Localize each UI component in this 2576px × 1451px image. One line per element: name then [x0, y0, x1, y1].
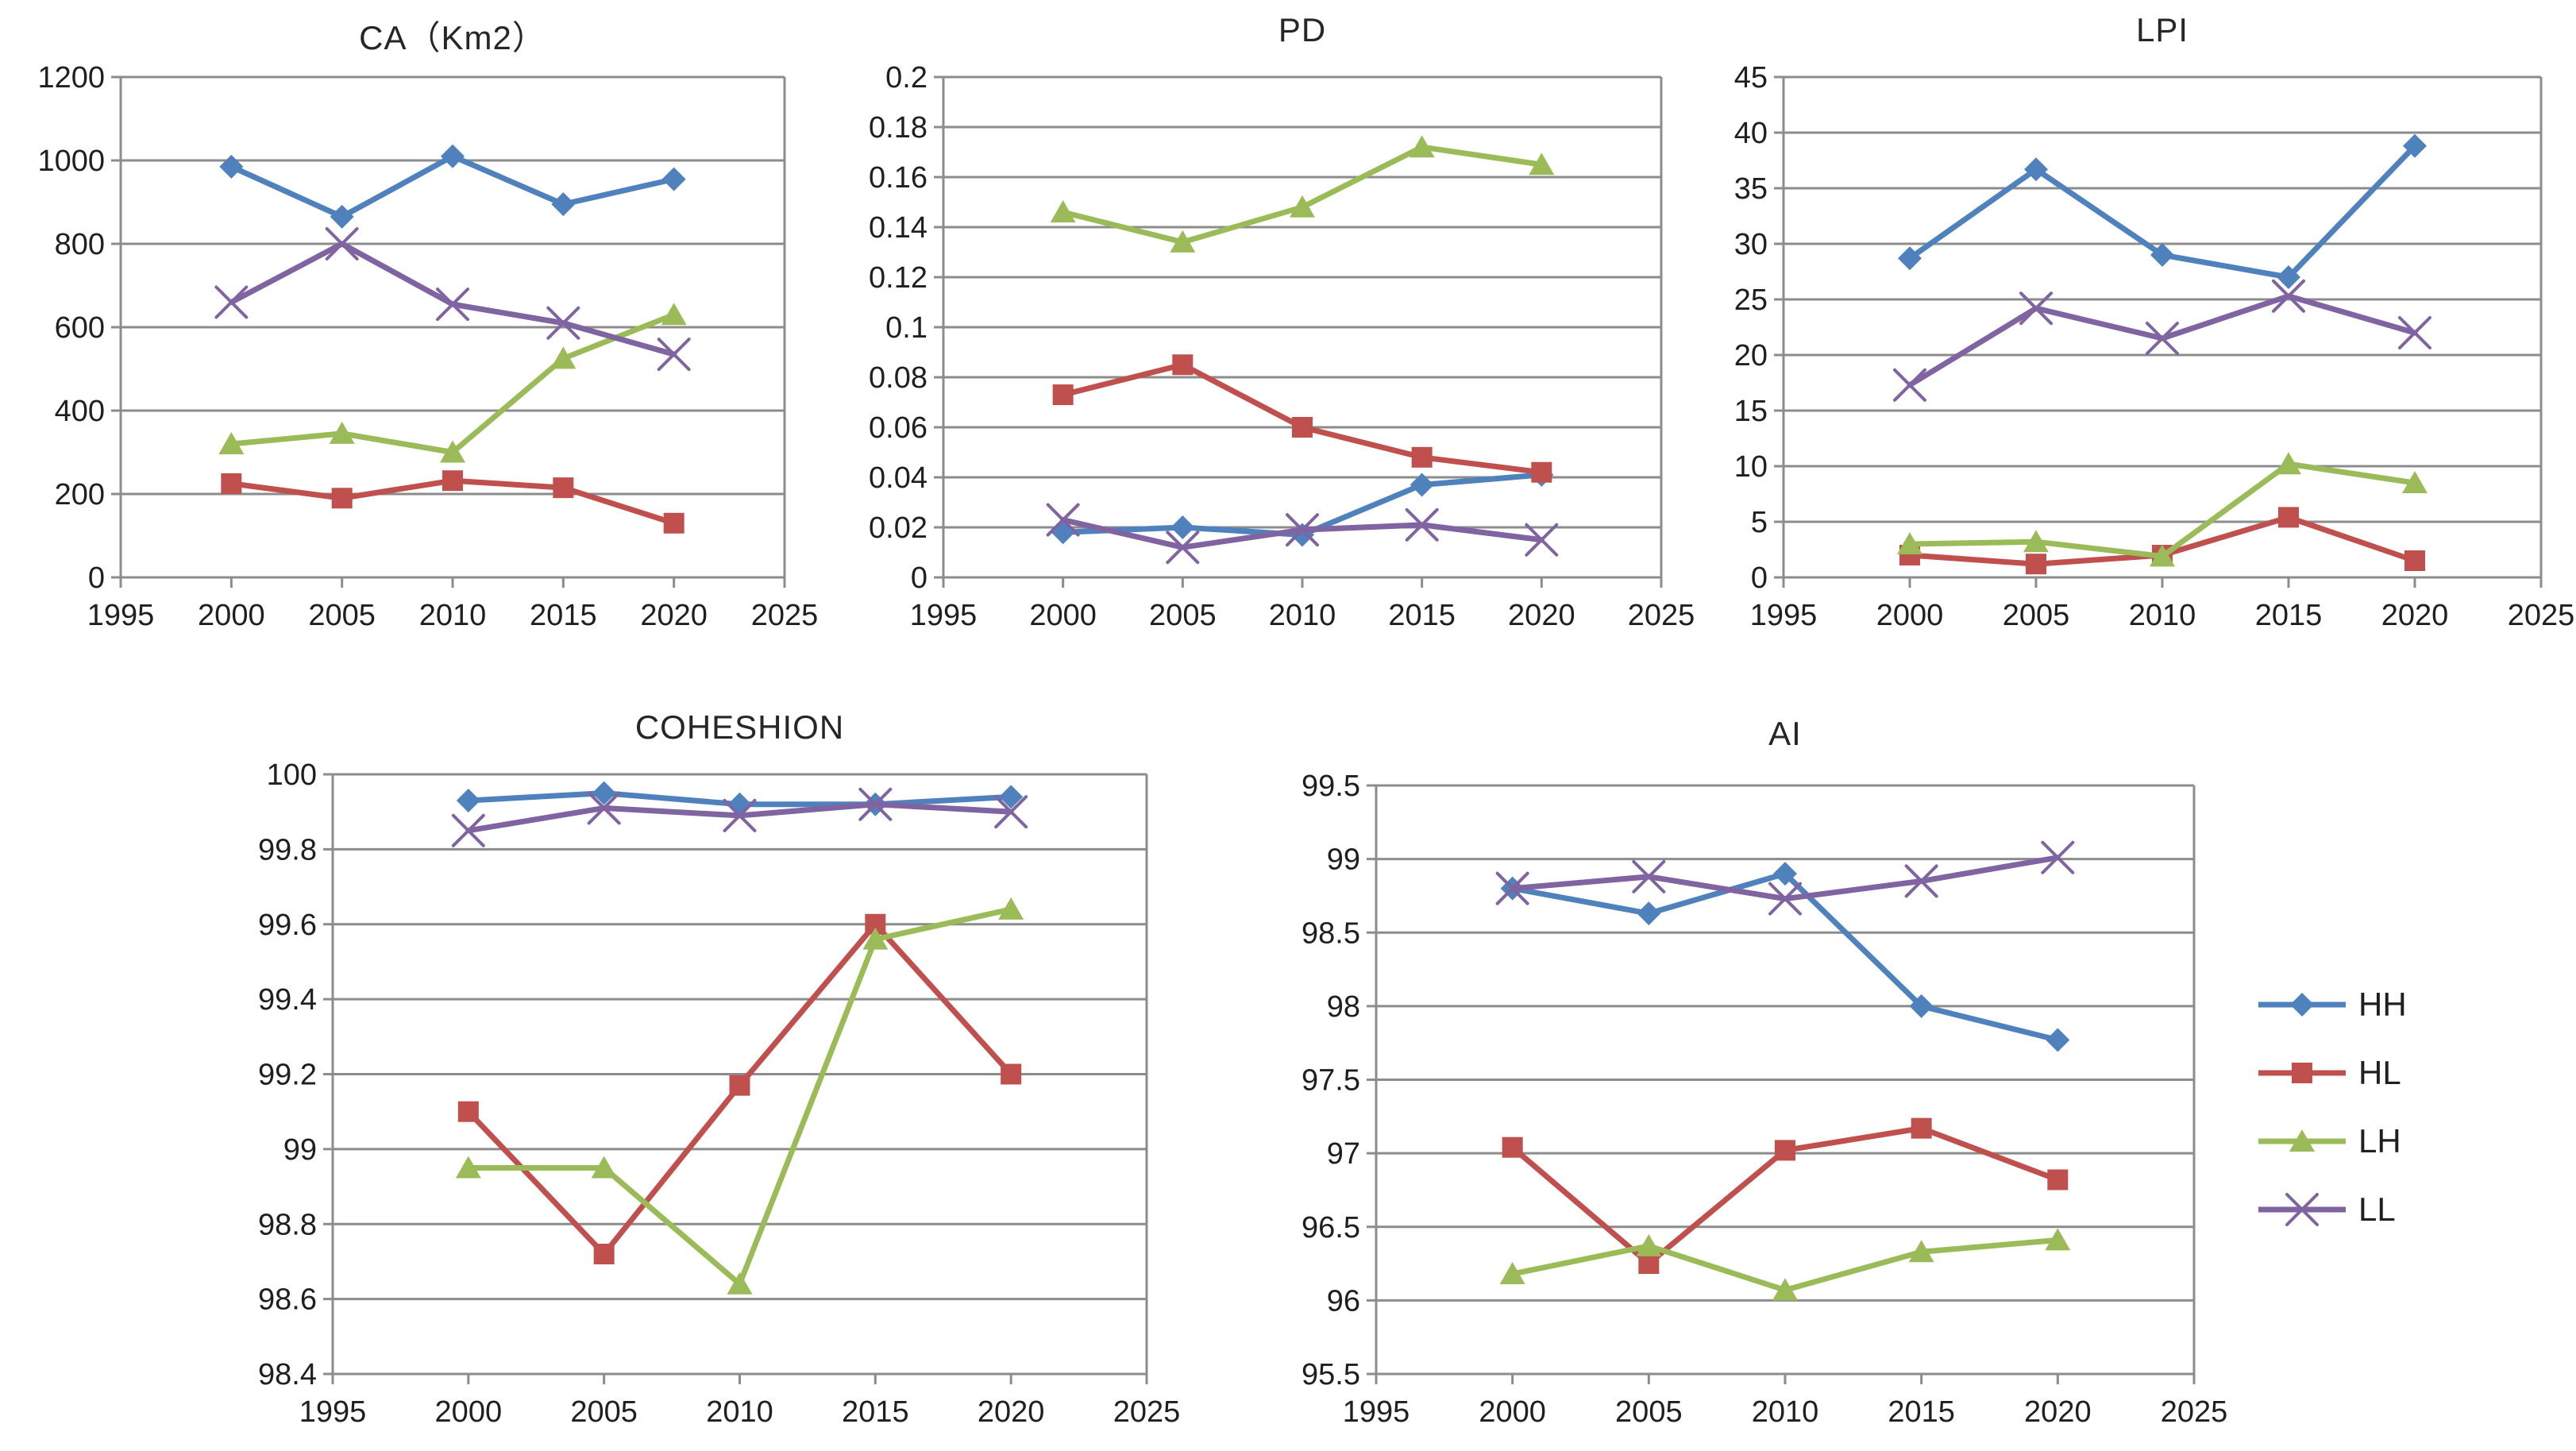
- legend-hh-diamond-icon: [2258, 993, 2346, 1017]
- ai-ytick-label: 98.5: [1301, 917, 1360, 950]
- ai-series-LH-marker: [1772, 1278, 1798, 1301]
- legend-ll-x-icon: [2258, 1193, 2346, 1226]
- ai-series-HL-marker: [1502, 1136, 1523, 1158]
- ai-ytick-label: 97.5: [1301, 1064, 1360, 1098]
- chart-title-ca: CA（Km2）: [359, 19, 546, 56]
- ai-series-LL-marker: [1904, 864, 1938, 898]
- legend-label-hh: HH: [2358, 986, 2407, 1023]
- ai-series-HH-marker: [1773, 862, 1797, 886]
- ai-series-HL-marker: [1775, 1140, 1795, 1161]
- ai-xtick-label: 2015: [1888, 1395, 1955, 1429]
- legend-lh-triangle-icon: [2258, 1129, 2346, 1152]
- ai-xtick-label: 2000: [1479, 1395, 1546, 1429]
- ai-xtick-label: 2025: [2161, 1395, 2228, 1429]
- ai-series-HH-line: [1510, 870, 2061, 1043]
- ai-ytick-label: 95.5: [1301, 1358, 1360, 1391]
- ai-series-LH-marker: [1636, 1233, 1662, 1256]
- ai-xtick-label: 1995: [1343, 1395, 1410, 1429]
- ai-ytick-label: 99: [1327, 843, 1360, 877]
- ai-series-LH-marker: [1908, 1240, 1934, 1263]
- ai-ytick-label: 99.5: [1301, 770, 1360, 803]
- ai-series-LH-marker: [2045, 1228, 2071, 1251]
- legend-marker-glyph-LL: [2285, 1193, 2319, 1226]
- legend: HH HL LH LL: [2257, 985, 2407, 1229]
- ai-ytick-label: 96: [1327, 1284, 1360, 1318]
- ai-xtick-label: 2010: [1752, 1395, 1819, 1429]
- legend-label-ll: LL: [2358, 1191, 2396, 1228]
- legend-hl-square-icon: [2258, 1063, 2346, 1083]
- legend-item-hh: HH: [2257, 985, 2407, 1025]
- legend-marker-glyph-LH: [2289, 1129, 2315, 1152]
- ai-series-HL-line: [1510, 1125, 2061, 1267]
- ai-series-HH-marker: [2046, 1028, 2070, 1052]
- chart-title-lpi: LPI: [2135, 11, 2189, 48]
- ai-series-LH-marker: [1499, 1262, 1525, 1285]
- ai-series-LL-marker: [1768, 882, 1802, 916]
- ai-ytick-label: 97: [1327, 1137, 1360, 1171]
- legend-label-hl: HL: [2358, 1054, 2401, 1091]
- chart-title-pd: PD: [1278, 11, 1327, 48]
- ai-series-LL-line: [1510, 855, 2061, 902]
- legend-label-lh: LH: [2358, 1122, 2401, 1160]
- ai-series-LH-line: [1510, 1237, 2061, 1293]
- ai-ytick-label: 98: [1327, 990, 1360, 1024]
- ai-series-LL-marker: [2041, 840, 2075, 874]
- ai-series-HL-marker: [1638, 1253, 1660, 1275]
- legend-marker-glyph-HH: [2290, 993, 2314, 1017]
- legend-item-ll: LL: [2257, 1190, 2407, 1229]
- chart-title-coheshion: COHESHION: [634, 708, 845, 746]
- ai-series-LL-marker: [1495, 871, 1529, 905]
- ai-series-HH-marker: [1637, 901, 1661, 926]
- ai-series-HL-marker: [1911, 1117, 1932, 1139]
- ai-series-HL-marker: [2047, 1169, 2069, 1191]
- legend-marker-glyph-HL: [2292, 1063, 2312, 1083]
- ai-series-HH-marker: [1909, 994, 1934, 1018]
- ai-xtick-label: 2020: [2024, 1395, 2092, 1429]
- chart-title-ai: AI: [1768, 715, 1802, 752]
- ai-series-LL-marker: [1632, 859, 1666, 893]
- ai-series-HH-marker: [1500, 876, 1525, 901]
- legend-item-lh: LH: [2257, 1121, 2407, 1161]
- ai-xtick-label: 2005: [1615, 1395, 1683, 1429]
- legend-item-hl: HL: [2257, 1053, 2407, 1093]
- ai-ytick-label: 96.5: [1301, 1211, 1360, 1245]
